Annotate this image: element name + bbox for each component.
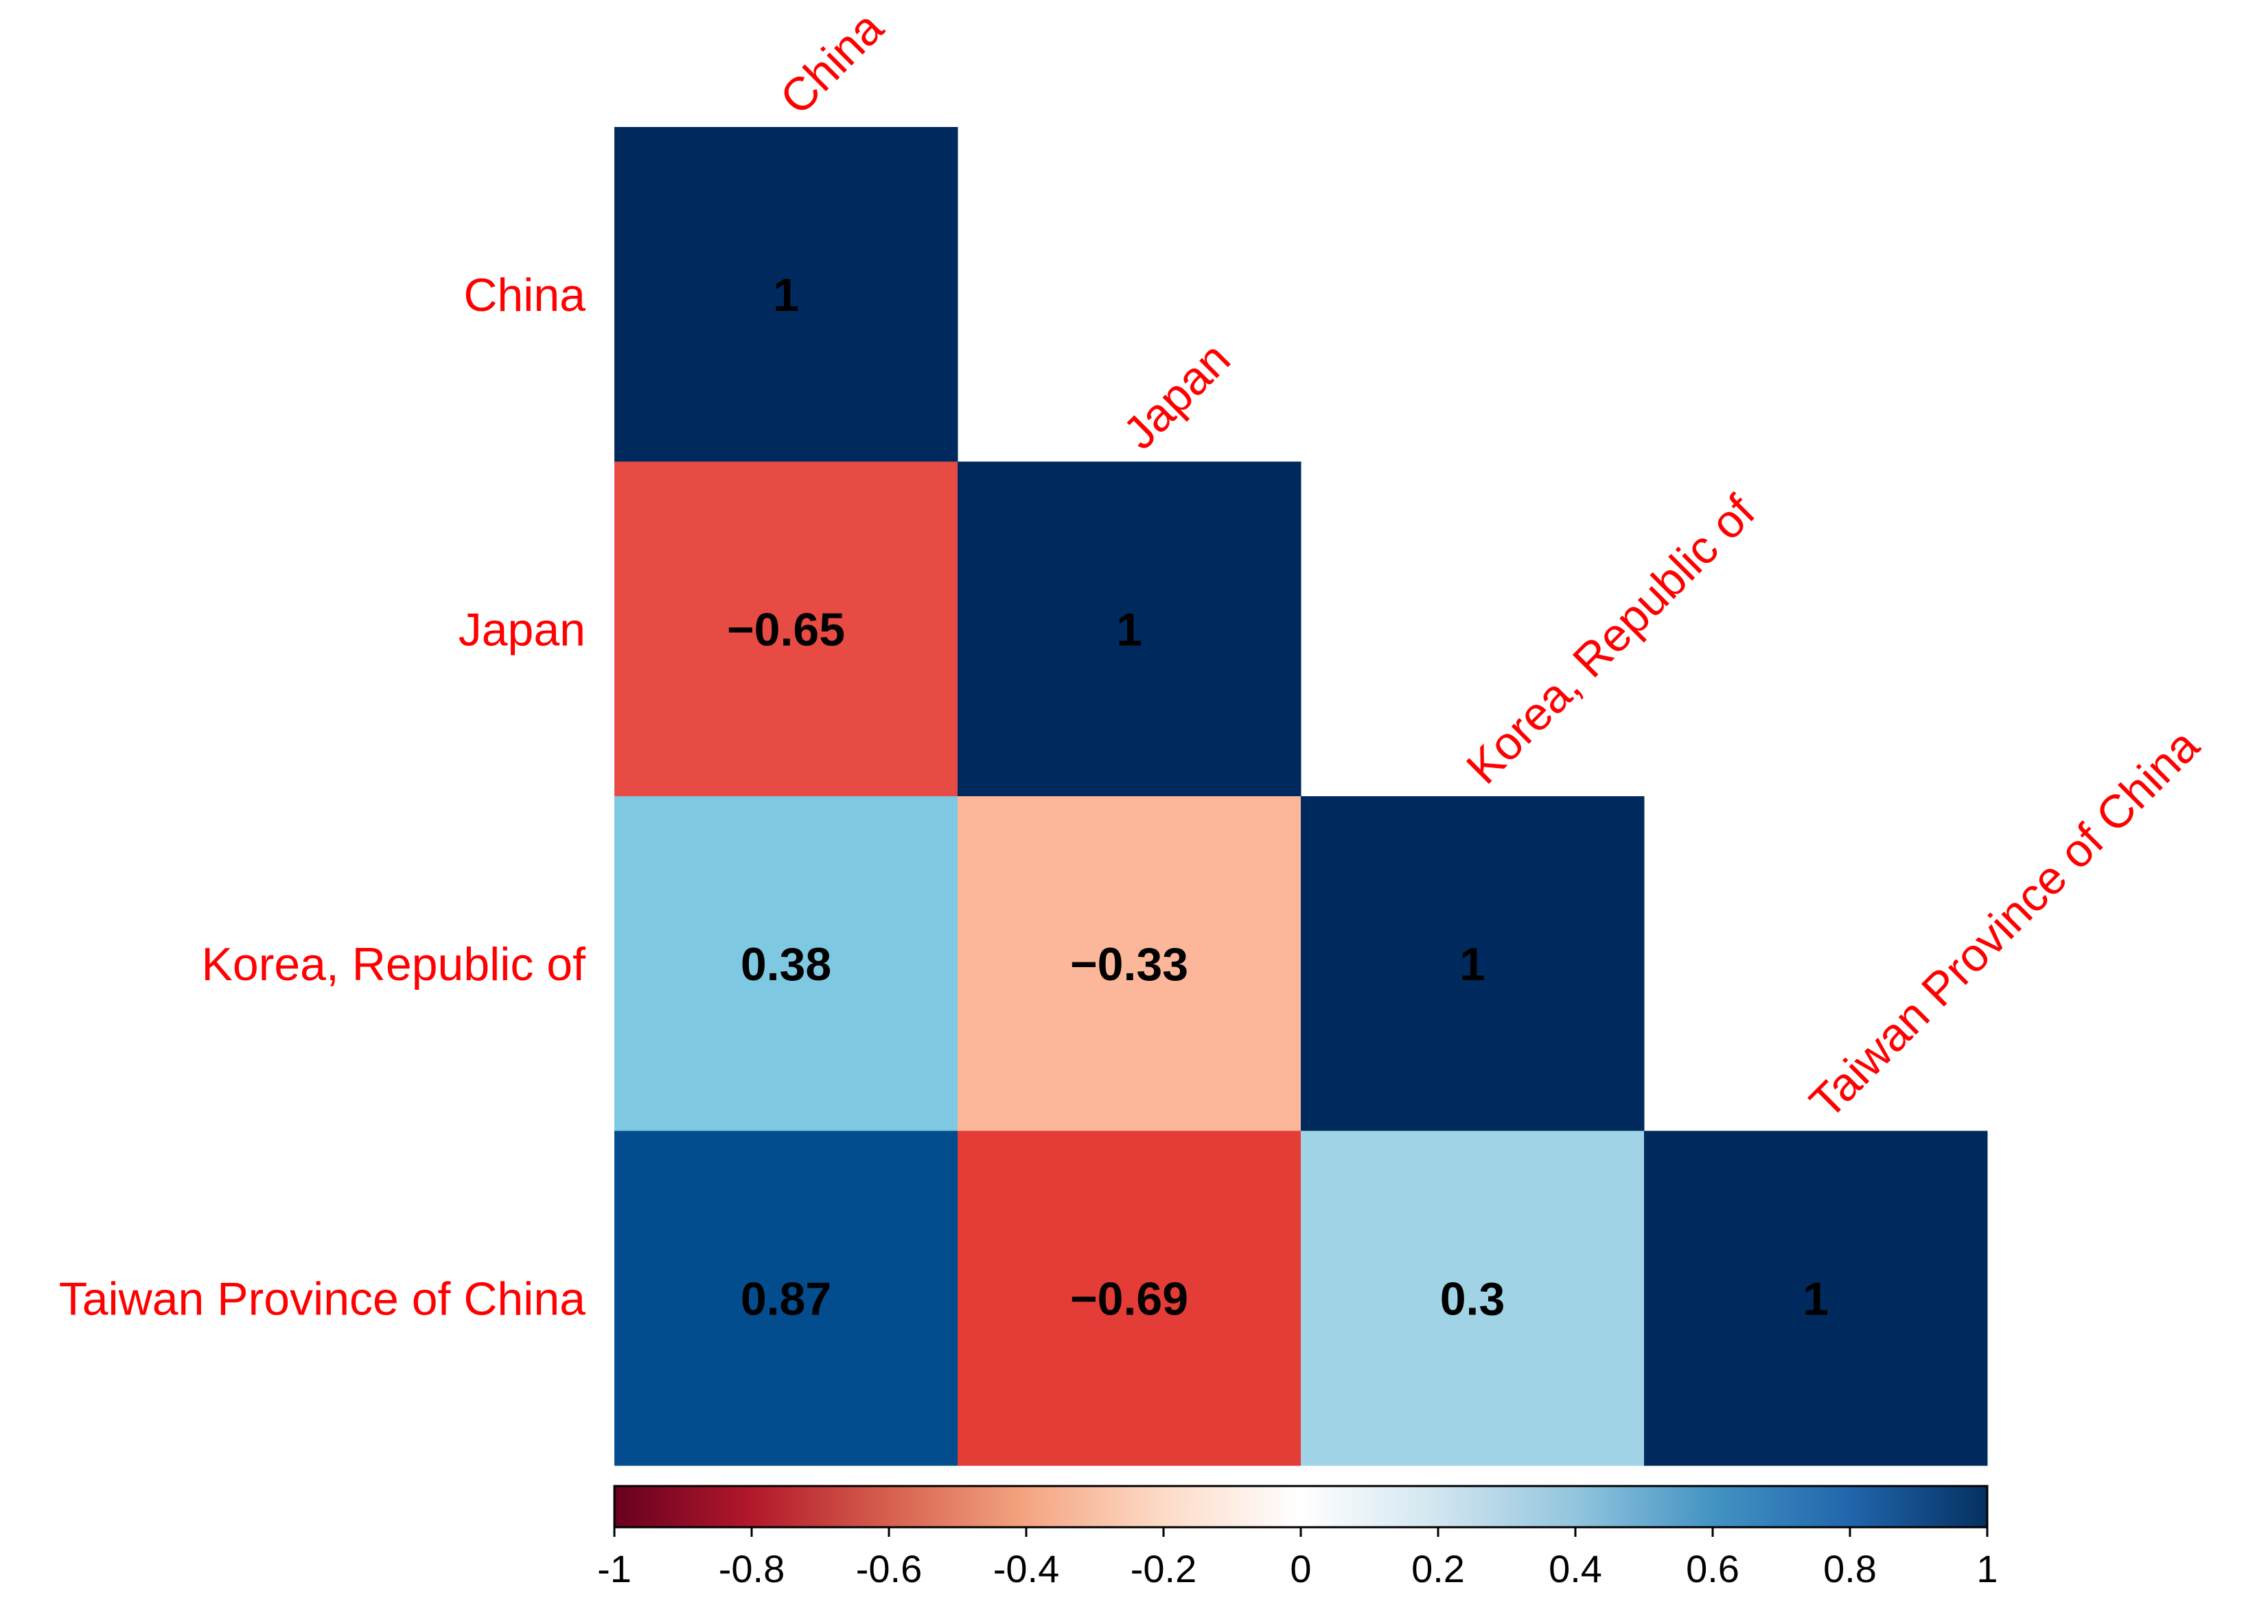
colorbar-tick-label: 0.6: [1686, 1547, 1739, 1590]
cell-japan-china: [614, 461, 958, 797]
cell-value-label: 1: [1803, 1273, 1829, 1325]
cell-taiwan-province-of-china-korea-republic-of: [1301, 1130, 1645, 1466]
colorbar-tick-label: -0.4: [993, 1547, 1060, 1590]
colorbar-tick-label: -0.6: [856, 1547, 923, 1590]
heatmap-cells: 1 −0.65 1 0.38 −0.33 1 0.87 −0.69 0.3 1: [614, 127, 1988, 1466]
cell-taiwan-province-of-china-china: [614, 1130, 958, 1466]
colorbar-tick-label: 1: [1976, 1547, 1998, 1590]
cell-value-label: 0.3: [1440, 1273, 1505, 1325]
cell-value-label: −0.69: [1070, 1273, 1188, 1325]
cell-korea-republic-of-china: [614, 796, 958, 1131]
row-label-china: China: [463, 269, 586, 321]
row-label-taiwan-province-of-china: Taiwan Province of China: [59, 1273, 586, 1325]
cell-value-label: −0.33: [1070, 938, 1188, 990]
cell-taiwan-province-of-china-taiwan-province-of-china: [1644, 1130, 1988, 1466]
cell-value-label: 0.87: [741, 1273, 831, 1325]
cell-value-label: 0.38: [741, 938, 831, 990]
cell-korea-republic-of-korea-republic-of: [1301, 796, 1645, 1131]
colorbar-tick-label: 0: [1290, 1547, 1311, 1590]
cell-value-label: 1: [1459, 938, 1485, 990]
colorbar: -1 -0.8 -0.6 -0.4 -0.2 0 0.2 0.4 0.6 0.8 1: [597, 1485, 1998, 1590]
colorbar-tick-label: -0.8: [719, 1547, 785, 1590]
column-label-china: China: [770, 1, 894, 125]
column-label-japan: Japan: [1113, 332, 1240, 459]
cell-korea-republic-of-japan: [958, 796, 1301, 1131]
cell-japan-japan: [958, 461, 1301, 797]
cell-value-label: 1: [1116, 603, 1142, 656]
colorbar-tick-label: 0.2: [1411, 1547, 1465, 1590]
row-label-korea-republic-of: Korea, Republic of: [202, 938, 586, 990]
colorbar-gradient: [613, 1485, 1989, 1529]
column-label-korea-republic-of: Korea, Republic of: [1457, 485, 1765, 793]
row-labels: China Japan Korea, Republic of Taiwan Provi…: [59, 269, 586, 1325]
cell-value-label: 1: [773, 269, 799, 321]
cell-china-china: [614, 127, 958, 462]
colorbar-tick-label: 0.4: [1549, 1547, 1602, 1590]
colorbar-tick-label: 0.8: [1823, 1547, 1877, 1590]
row-label-japan: Japan: [459, 603, 586, 656]
column-label-taiwan-province-of-china: Taiwan Province of China: [1800, 719, 2209, 1128]
cell-value-label: −0.65: [727, 603, 845, 656]
cell-taiwan-province-of-china-japan: [958, 1130, 1301, 1466]
colorbar-tick-label: -1: [597, 1547, 632, 1590]
colorbar-tick-label: -0.2: [1131, 1547, 1197, 1590]
